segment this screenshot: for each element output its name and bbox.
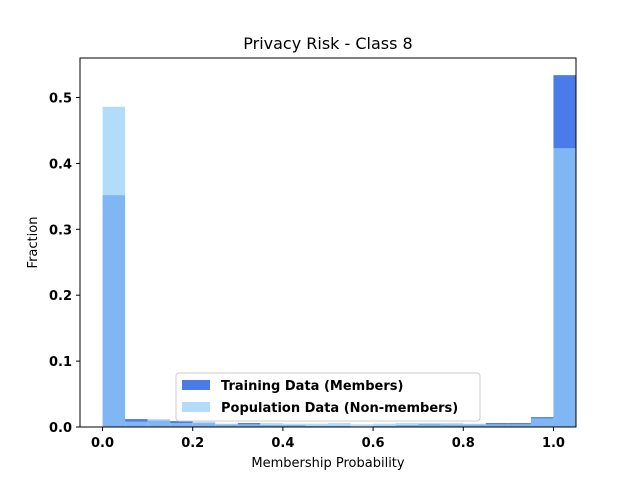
bar-population-bin-5 bbox=[215, 423, 238, 425]
bar-overlap-bin-8 bbox=[282, 425, 306, 427]
x-axis-ticks: 0.0 0.2 0.4 0.6 0.8 1.0 bbox=[91, 427, 565, 451]
bar-population-bin-7 bbox=[260, 423, 283, 426]
bar-overlap-bin-16 bbox=[463, 424, 486, 427]
bar-overlap-bin-20 bbox=[553, 148, 576, 428]
bar-training-bin-19 bbox=[530, 417, 554, 419]
bar-overlap-bin-4 bbox=[192, 423, 216, 427]
bar-overlap-bin-2 bbox=[147, 420, 171, 427]
plot-frame bbox=[79, 57, 577, 428]
x-tick-label: 0.0 bbox=[91, 436, 114, 451]
bar-overlap-bin-15 bbox=[440, 424, 464, 427]
bar-population-bin-2 bbox=[147, 419, 171, 421]
bar-training-bin-20 bbox=[553, 75, 576, 149]
legend-label-training: Training Data (Members) bbox=[221, 379, 403, 394]
bars-group bbox=[102, 75, 576, 428]
bar-training-bin-6 bbox=[237, 423, 261, 425]
y-tick-label: 0.3 bbox=[49, 223, 72, 238]
chart-title: Privacy Risk - Class 8 bbox=[243, 34, 412, 53]
y-tick-label: 0.5 bbox=[49, 92, 72, 107]
bar-training-bin-18 bbox=[508, 423, 531, 425]
legend-box bbox=[175, 372, 481, 422]
y-tick-label: 0.4 bbox=[49, 157, 72, 172]
bar-training-bin-1 bbox=[125, 419, 148, 422]
bar-overlap-bin-7 bbox=[260, 425, 283, 427]
bar-population-bin-15 bbox=[440, 423, 464, 425]
bar-overlap-bin-18 bbox=[508, 424, 531, 427]
bar-overlap-bin-5 bbox=[215, 424, 238, 427]
bar-overlap-bin-14 bbox=[418, 423, 441, 427]
y-tick-label: 0.2 bbox=[49, 289, 72, 304]
bar-training-bin-17 bbox=[485, 423, 509, 425]
bar-population-bin-9 bbox=[305, 423, 328, 426]
bar-population-bin-8 bbox=[282, 423, 306, 426]
bar-population-bin-13 bbox=[395, 423, 419, 426]
legend-label-population: Population Data (Non-members) bbox=[221, 401, 458, 416]
bar-overlap-bin-13 bbox=[395, 425, 419, 427]
bar-population-bin-14 bbox=[418, 423, 441, 424]
bar-overlap-bin-12 bbox=[373, 425, 396, 427]
legend-swatch-population bbox=[182, 402, 210, 412]
legend: Training Data (Members) Population Data … bbox=[175, 372, 481, 422]
x-tick-label: 0.2 bbox=[181, 436, 204, 451]
x-tick-label: 0.4 bbox=[271, 436, 294, 451]
bar-population-bin-11 bbox=[350, 424, 374, 427]
bar-overlap-bin-3 bbox=[170, 423, 193, 427]
bar-overlap-bin-9 bbox=[305, 425, 328, 427]
bar-overlap-bin-10 bbox=[328, 425, 351, 427]
bar-population-bin-16 bbox=[463, 423, 486, 425]
bar-overlap-bin-17 bbox=[485, 424, 509, 427]
y-axis-ticks: 0.0 0.1 0.2 0.3 0.4 0.5 bbox=[49, 92, 80, 436]
bar-population-bin-12 bbox=[373, 423, 396, 426]
bar-population-bin-10 bbox=[328, 423, 351, 426]
x-tick-label: 0.8 bbox=[452, 436, 475, 451]
bar-overlap-bin-19 bbox=[530, 418, 554, 427]
bar-overlap-bin-1 bbox=[125, 421, 148, 427]
x-axis-label: Membership Probability bbox=[251, 456, 405, 471]
y-axis-label: Fraction bbox=[26, 217, 41, 269]
bar-training-bin-3 bbox=[170, 421, 193, 424]
y-tick-label: 0.1 bbox=[49, 355, 72, 370]
bar-population-bin-0 bbox=[102, 106, 126, 196]
x-tick-label: 1.0 bbox=[542, 436, 565, 451]
bar-population-bin-4 bbox=[192, 421, 216, 424]
bar-overlap-bin-6 bbox=[237, 424, 261, 427]
legend-swatch-training bbox=[182, 380, 210, 390]
x-tick-label: 0.6 bbox=[362, 436, 385, 451]
y-tick-label: 0.0 bbox=[49, 421, 72, 436]
bar-overlap-bin-0 bbox=[102, 195, 126, 427]
